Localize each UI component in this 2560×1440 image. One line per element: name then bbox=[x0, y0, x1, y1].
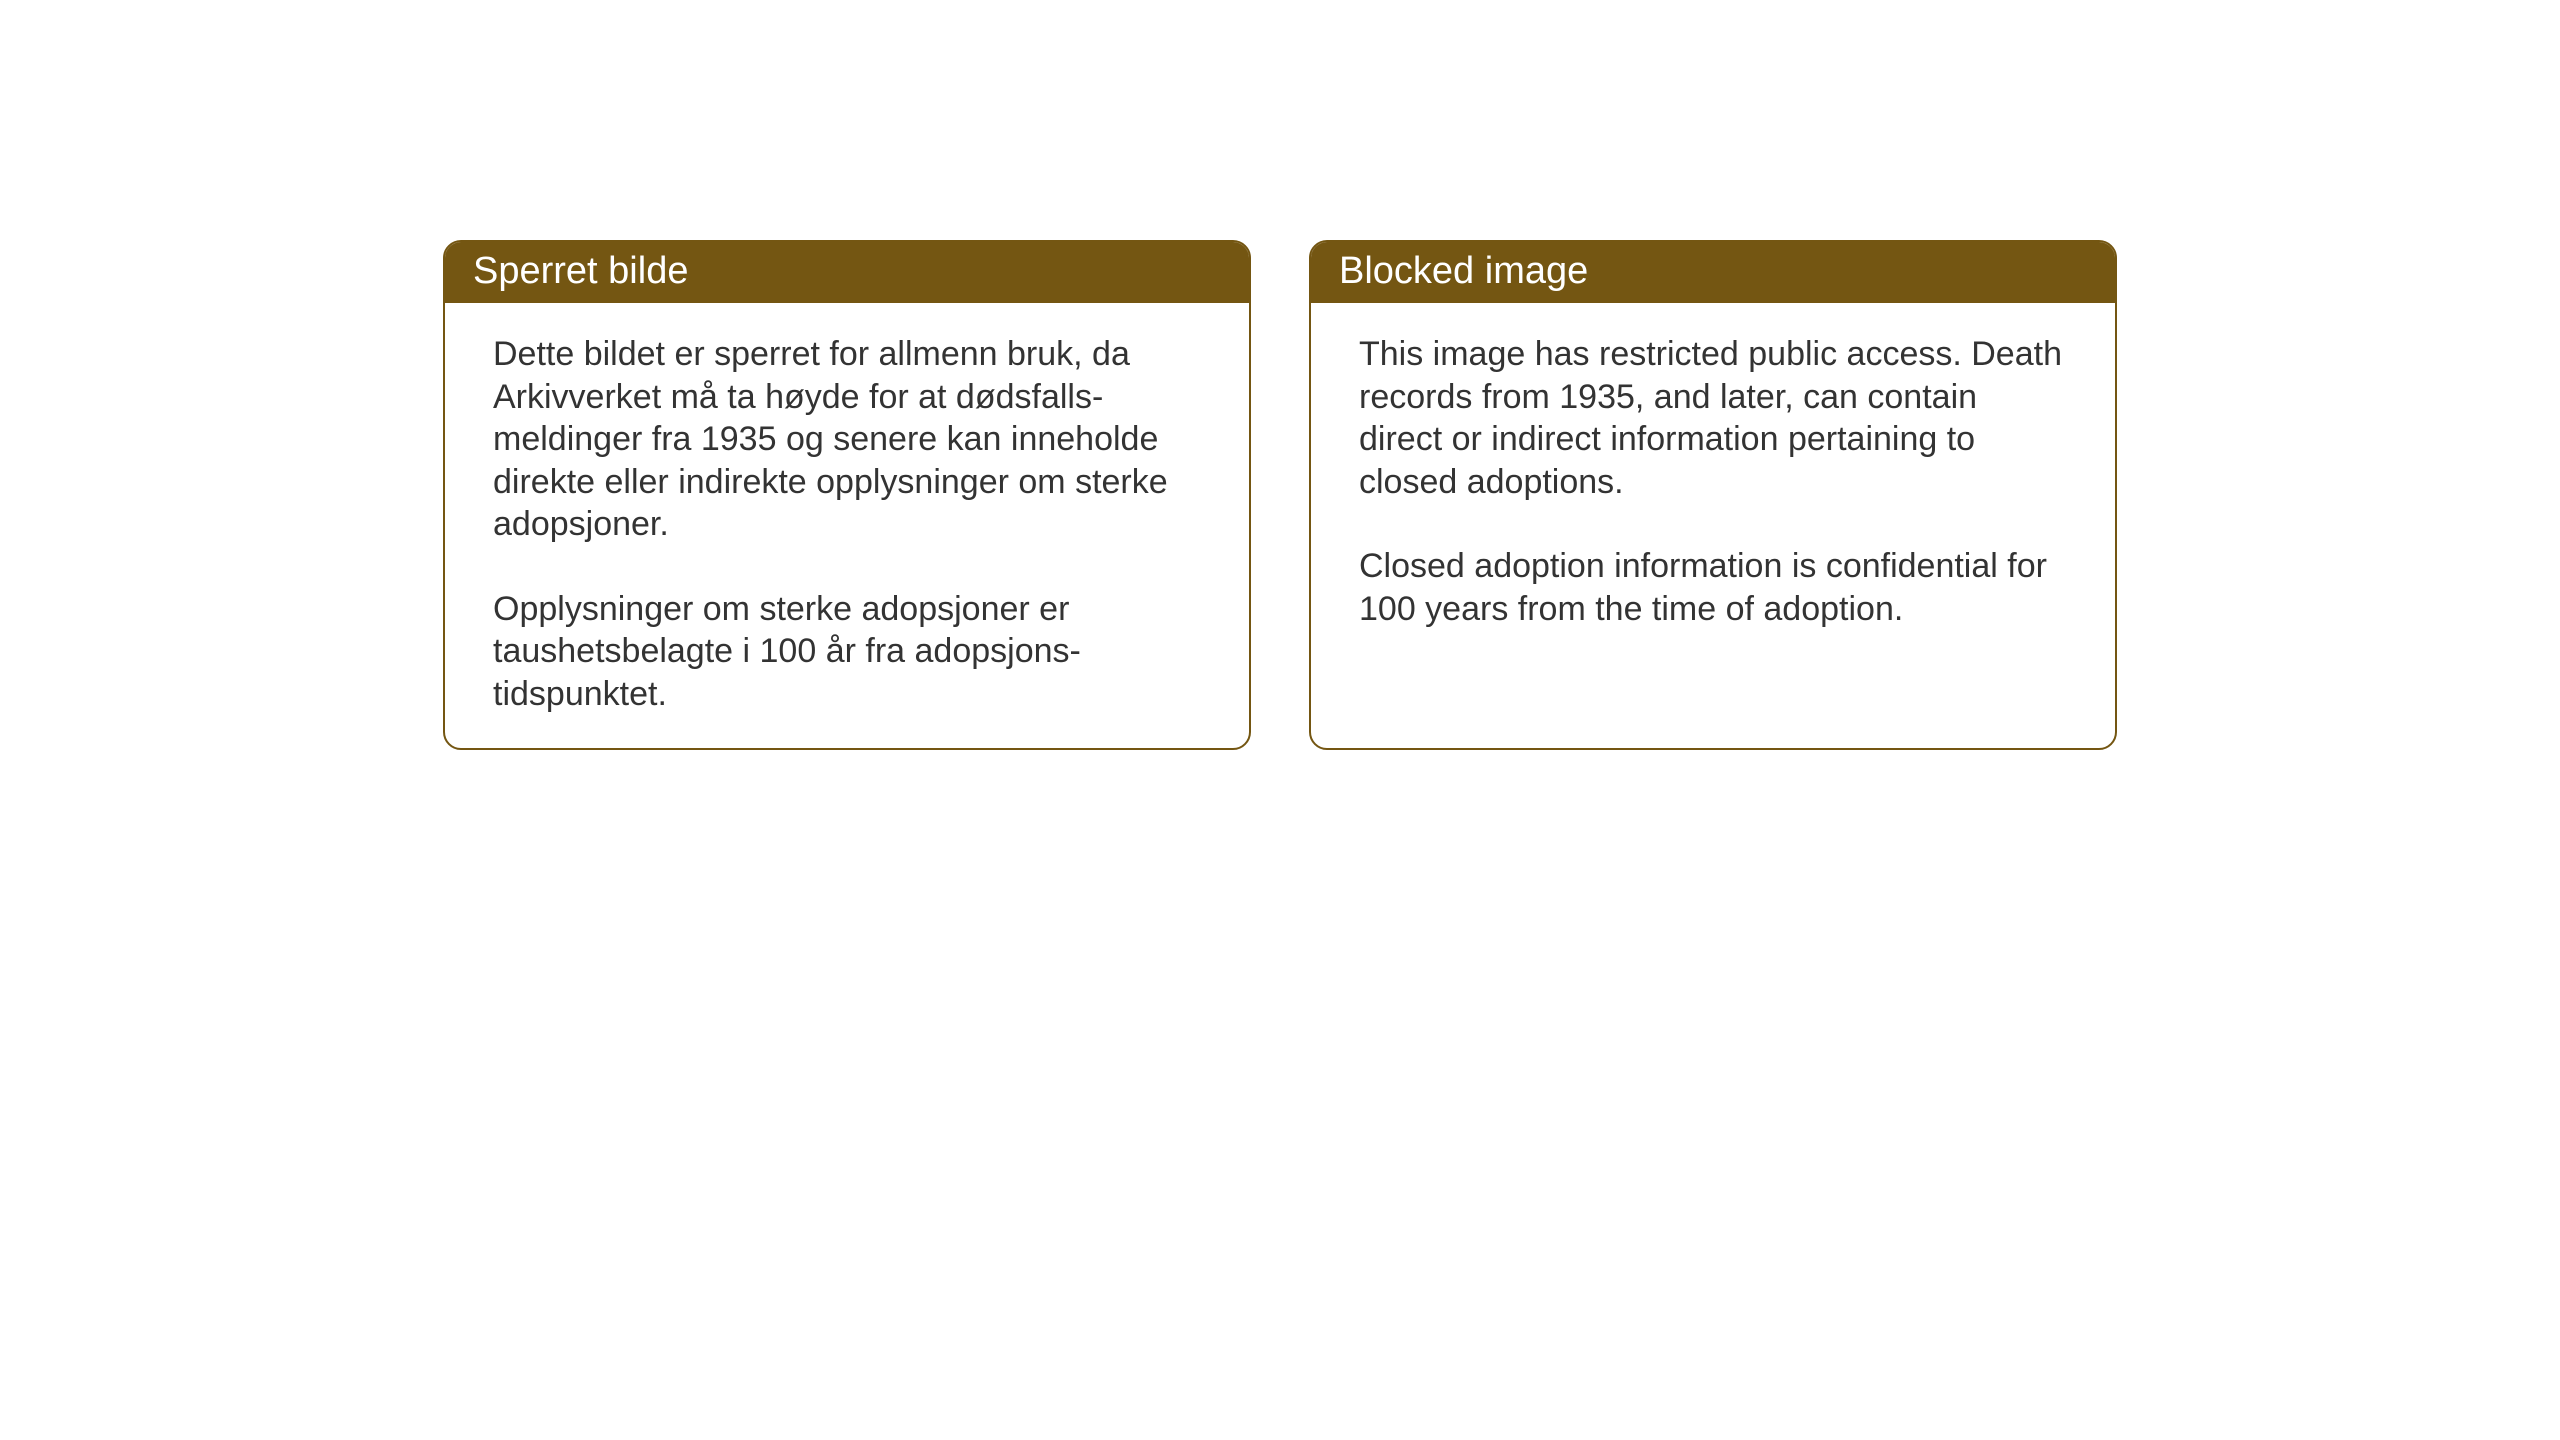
card-title: Blocked image bbox=[1339, 250, 1588, 292]
card-title: Sperret bilde bbox=[473, 250, 688, 292]
notice-card-norwegian: Sperret bilde Dette bildet er sperret fo… bbox=[443, 240, 1251, 750]
notice-card-english: Blocked image This image has restricted … bbox=[1309, 240, 2117, 750]
card-paragraph: Dette bildet er sperret for allmenn bruk… bbox=[493, 333, 1201, 546]
notice-container: Sperret bilde Dette bildet er sperret fo… bbox=[443, 240, 2117, 750]
card-body: Dette bildet er sperret for allmenn bruk… bbox=[445, 303, 1249, 750]
card-body: This image has restricted public access.… bbox=[1311, 303, 2115, 670]
card-paragraph: Closed adoption information is confident… bbox=[1359, 545, 2067, 630]
card-header: Sperret bilde bbox=[445, 242, 1249, 303]
card-paragraph: Opplysninger om sterke adopsjoner er tau… bbox=[493, 588, 1201, 716]
card-header: Blocked image bbox=[1311, 242, 2115, 303]
card-paragraph: This image has restricted public access.… bbox=[1359, 333, 2067, 503]
